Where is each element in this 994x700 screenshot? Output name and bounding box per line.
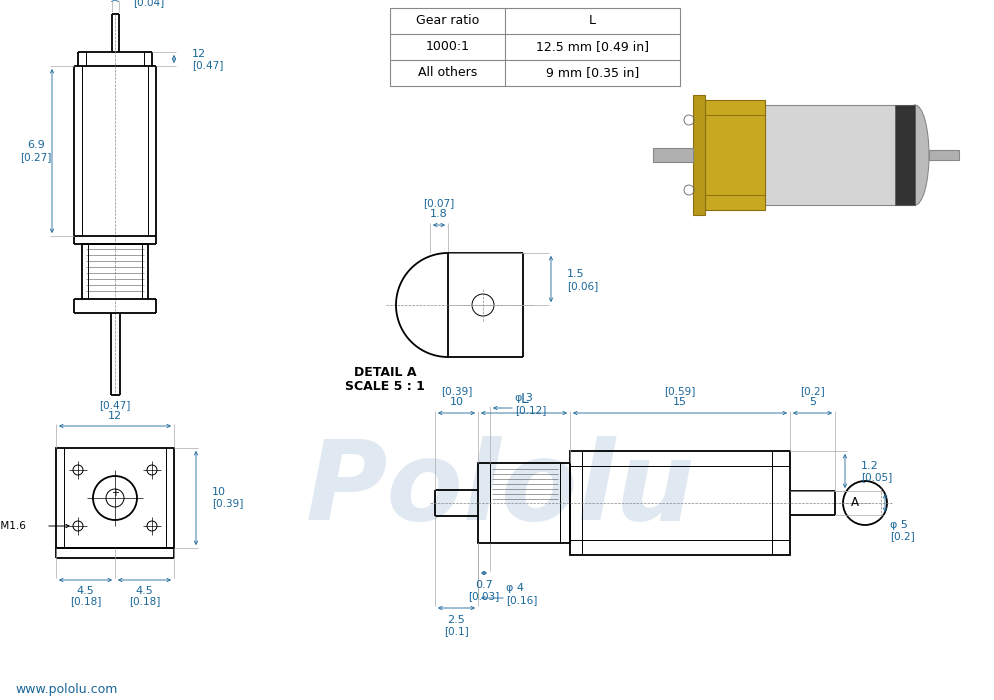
Text: 0.7: 0.7 bbox=[475, 580, 492, 590]
Text: φ 5: φ 5 bbox=[889, 520, 907, 530]
Text: All others: All others bbox=[417, 66, 477, 80]
Text: [0.12]: [0.12] bbox=[515, 405, 546, 415]
Bar bbox=[56, 448, 174, 548]
Text: [0.39]: [0.39] bbox=[212, 498, 244, 508]
Text: L: L bbox=[520, 392, 528, 406]
Text: 1000:1: 1000:1 bbox=[425, 41, 469, 53]
Text: φ 4: φ 4 bbox=[506, 583, 524, 593]
Bar bbox=[477, 463, 570, 543]
Text: [0.47]: [0.47] bbox=[192, 60, 223, 70]
Text: Pololu: Pololu bbox=[305, 437, 694, 543]
Bar bbox=[692, 95, 705, 215]
Text: [0.06]: [0.06] bbox=[567, 281, 597, 291]
Text: [0.07]: [0.07] bbox=[423, 198, 454, 208]
Text: [0.04]: [0.04] bbox=[133, 0, 164, 7]
Text: 12: 12 bbox=[107, 411, 122, 421]
Text: L: L bbox=[588, 15, 595, 27]
Text: [0.03]: [0.03] bbox=[468, 591, 499, 601]
Bar bbox=[894, 105, 914, 205]
Text: 9 mm [0.35 in]: 9 mm [0.35 in] bbox=[546, 66, 638, 80]
Ellipse shape bbox=[901, 105, 928, 205]
Bar bbox=[764, 105, 914, 205]
Text: 2.5: 2.5 bbox=[447, 615, 465, 625]
Text: www.pololu.com: www.pololu.com bbox=[15, 683, 117, 696]
Bar bbox=[652, 148, 692, 162]
Text: SCALE 5 : 1: SCALE 5 : 1 bbox=[345, 381, 424, 393]
Text: [0.2]: [0.2] bbox=[889, 531, 913, 541]
Bar bbox=[928, 150, 958, 160]
Text: 15: 15 bbox=[672, 397, 686, 407]
Text: 12.5 mm [0.49 in]: 12.5 mm [0.49 in] bbox=[536, 41, 648, 53]
Text: 10: 10 bbox=[449, 397, 463, 407]
Text: 1.2: 1.2 bbox=[860, 461, 878, 471]
Text: [0.1]: [0.1] bbox=[443, 626, 468, 636]
Bar bbox=[570, 451, 789, 555]
Text: Gear ratio: Gear ratio bbox=[415, 15, 479, 27]
Text: A: A bbox=[850, 496, 858, 510]
Text: 1.8: 1.8 bbox=[429, 209, 447, 219]
Text: [0.18]: [0.18] bbox=[128, 596, 160, 606]
Bar bbox=[705, 100, 764, 210]
Text: 12: 12 bbox=[192, 49, 206, 59]
Text: [0.16]: [0.16] bbox=[506, 595, 537, 605]
Text: [0.18]: [0.18] bbox=[70, 596, 101, 606]
Text: 2×M1.6: 2×M1.6 bbox=[0, 521, 26, 531]
Text: [0.47]: [0.47] bbox=[99, 400, 130, 410]
Text: [0.27]: [0.27] bbox=[20, 152, 52, 162]
Text: 5: 5 bbox=[808, 397, 815, 407]
Text: [0.2]: [0.2] bbox=[799, 386, 824, 396]
Text: 6.9: 6.9 bbox=[27, 140, 45, 150]
Text: 4.5: 4.5 bbox=[77, 586, 94, 596]
Text: 4.5: 4.5 bbox=[135, 586, 153, 596]
Text: [0.39]: [0.39] bbox=[440, 386, 472, 396]
Text: [0.59]: [0.59] bbox=[664, 386, 695, 396]
Text: φ 3: φ 3 bbox=[515, 393, 533, 403]
Bar bbox=[390, 8, 679, 86]
Text: 1.5: 1.5 bbox=[567, 269, 584, 279]
Text: +: + bbox=[111, 488, 119, 498]
Text: 10: 10 bbox=[212, 487, 226, 497]
Text: [0.05]: [0.05] bbox=[860, 472, 892, 482]
Text: DETAIL A: DETAIL A bbox=[354, 367, 415, 379]
